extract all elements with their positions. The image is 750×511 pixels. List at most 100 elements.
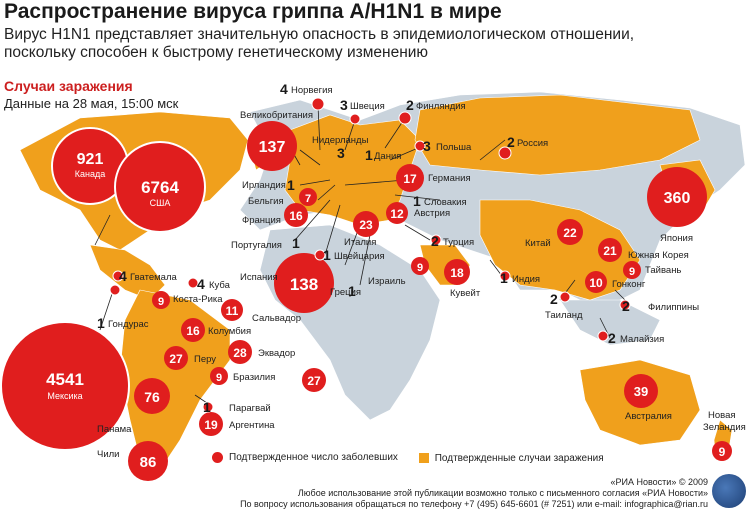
svg-text:Индия: Индия [512, 274, 540, 285]
svg-text:10: 10 [589, 276, 603, 290]
bubble-mexico: 4541 Мексика [0, 321, 130, 451]
svg-text:Великобритания: Великобритания [240, 110, 313, 121]
bubble-germany: 17 [396, 164, 424, 192]
bubble-korea: 21 [598, 238, 622, 262]
svg-text:Нидерланды: Нидерланды [312, 135, 369, 146]
svg-text:Зеландия: Зеландия [703, 422, 746, 433]
bubble-france: 16 [284, 203, 308, 227]
legend-deaths: Подтвержденное число заболевших [212, 452, 398, 463]
count-numbers: 4 3 2 3 1 3 2 1 1 1 2 1 4 4 1 1 2 2 1 2 … [97, 81, 630, 415]
svg-text:Япония: Япония [660, 233, 693, 244]
svg-text:Китай: Китай [525, 238, 551, 249]
bubble-nz: 9 [712, 441, 732, 461]
svg-text:76: 76 [144, 389, 160, 405]
svg-text:Малайзия: Малайзия [620, 334, 664, 345]
bubbles: 921 Канада 6764 США 4541 Мексика 137 138… [0, 121, 732, 481]
svg-text:Гондурас: Гондурас [108, 319, 149, 330]
svg-text:Италия: Италия [344, 237, 376, 248]
svg-text:1: 1 [365, 147, 373, 163]
svg-text:2: 2 [507, 134, 515, 150]
svg-text:Таиланд: Таиланд [545, 310, 583, 321]
footer-copyright: «РИА Новости» © 2009 [610, 477, 708, 487]
svg-text:360: 360 [664, 190, 691, 207]
page-title: Распространение вируса гриппа A/H1N1 в м… [4, 0, 502, 23]
bubble-hongkong: 10 [585, 271, 607, 293]
svg-text:23: 23 [359, 218, 373, 232]
bubble-belgium: 7 [299, 188, 317, 206]
bubble-kuwait: 18 [444, 259, 470, 285]
svg-text:Панама: Панама [97, 424, 132, 435]
svg-text:Тайвань: Тайвань [645, 265, 681, 276]
svg-text:16: 16 [186, 324, 200, 338]
svg-text:1: 1 [413, 193, 421, 209]
svg-text:Гватемала: Гватемала [130, 272, 178, 283]
svg-text:2: 2 [608, 330, 616, 346]
svg-text:Бельгия: Бельгия [248, 196, 284, 207]
bubble-austria: 12 [386, 202, 408, 224]
svg-text:Россия: Россия [517, 138, 548, 149]
svg-text:9: 9 [417, 262, 423, 274]
svg-text:4: 4 [197, 276, 205, 292]
small-dots [109, 97, 631, 413]
subtitle-line-1: Вирус H1N1 представляет значительную опа… [4, 26, 635, 43]
country-labels: Норвегия Швеция Финляндия Великобритания… [97, 85, 746, 460]
svg-text:86: 86 [140, 454, 157, 471]
svg-text:Эквадор: Эквадор [258, 348, 295, 359]
svg-text:Финляндия: Финляндия [416, 101, 466, 112]
svg-text:137: 137 [259, 139, 286, 156]
svg-text:138: 138 [290, 275, 318, 294]
svg-text:1: 1 [287, 177, 295, 193]
svg-text:18: 18 [450, 266, 464, 280]
svg-text:4: 4 [119, 268, 127, 284]
bubble-spain: 138 [274, 253, 334, 313]
svg-text:Словакия: Словакия [424, 197, 467, 208]
bubble-colombia: 16 [181, 318, 205, 342]
svg-text:2: 2 [550, 291, 558, 307]
svg-text:США: США [150, 198, 171, 208]
svg-text:921: 921 [77, 151, 104, 168]
bubble-usa: 6764 США [114, 141, 206, 233]
svg-text:1: 1 [348, 283, 356, 299]
svg-text:21: 21 [603, 244, 617, 258]
svg-text:22: 22 [563, 226, 577, 240]
svg-text:9: 9 [158, 296, 164, 308]
svg-text:6764: 6764 [141, 178, 179, 197]
svg-text:Филиппины: Филиппины [648, 302, 699, 313]
bubble-chile: 86 [128, 441, 168, 481]
svg-text:9: 9 [216, 372, 222, 384]
svg-text:11: 11 [226, 304, 239, 318]
svg-text:Мексика: Мексика [47, 391, 82, 401]
legend-cases-label: Подтвержденные случаи заражения [434, 452, 604, 464]
footer: «РИА Новости» © 2009 Любое использование… [240, 477, 708, 510]
svg-text:Коста-Рика: Коста-Рика [173, 294, 223, 305]
svg-text:27: 27 [307, 374, 321, 388]
svg-text:12: 12 [390, 207, 404, 221]
svg-text:1: 1 [323, 247, 331, 263]
svg-text:Канада: Канада [75, 169, 105, 179]
svg-text:19: 19 [204, 418, 218, 432]
svg-text:1: 1 [292, 235, 300, 251]
svg-text:16: 16 [289, 209, 303, 223]
svg-text:Чили: Чили [97, 449, 120, 460]
svg-text:Греция: Греция [330, 287, 361, 298]
legend: Подтвержденное число заболевших Подтверж… [212, 452, 622, 466]
legend-cases: Подтвержденные случаи заражения [418, 452, 604, 464]
svg-text:Португалия: Португалия [231, 240, 282, 251]
svg-text:1: 1 [203, 399, 211, 415]
footer-usage: Любое использование этой публикации возм… [297, 488, 708, 498]
svg-text:9: 9 [629, 266, 635, 278]
bubble-australia: 39 [624, 374, 658, 408]
orange-square-icon [418, 453, 429, 463]
svg-text:Швеция: Швеция [350, 101, 385, 112]
svg-text:Парагвай: Парагвай [229, 403, 271, 414]
bubble-argentina: 19 [199, 412, 223, 436]
footer-contact: По вопросу использования обращаться по т… [240, 499, 708, 509]
svg-text:Польша: Польша [436, 142, 472, 153]
bubble-brazil: 9 [210, 367, 228, 385]
svg-text:3: 3 [423, 138, 431, 154]
svg-text:7: 7 [305, 193, 311, 205]
svg-text:1: 1 [500, 270, 508, 286]
svg-text:39: 39 [634, 384, 648, 399]
globe-logo-icon [712, 474, 746, 508]
